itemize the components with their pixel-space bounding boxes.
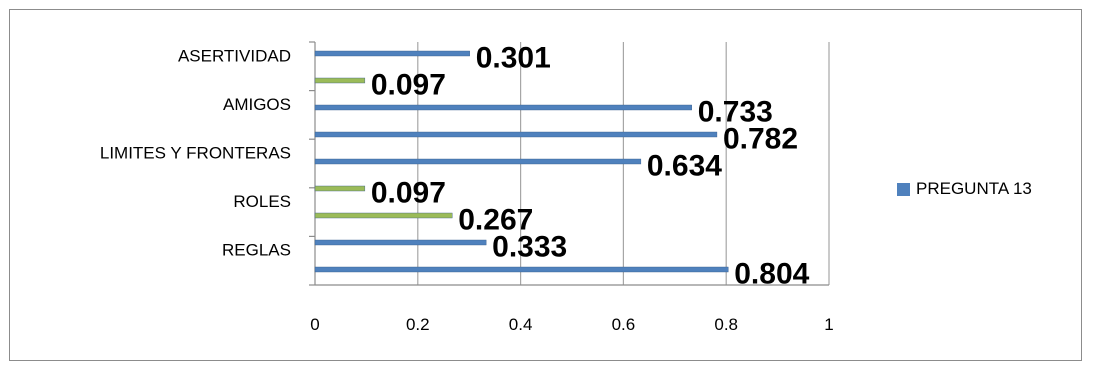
- bar: [314, 212, 453, 219]
- category-label: AMIGOS: [223, 95, 291, 114]
- bar: [314, 50, 470, 57]
- bar: [314, 104, 692, 111]
- category-label: ASERTIVIDAD: [178, 46, 291, 65]
- x-tick-label: 0: [310, 315, 319, 334]
- category-label: ROLES: [233, 192, 291, 211]
- x-tick-label: 0.2: [406, 315, 430, 334]
- data-label: 0.782: [723, 123, 798, 156]
- x-tick-label: 0.8: [714, 315, 738, 334]
- data-label: 0.733: [698, 96, 773, 129]
- category-label: REGLAS: [222, 241, 291, 260]
- legend-swatch: [897, 182, 910, 196]
- x-tick-label: 0.6: [612, 315, 636, 334]
- bar: [314, 239, 487, 246]
- category-labels: REGLAS ROLES LIMITES Y FRONTERAS AMIGOS ASER…: [100, 46, 291, 259]
- x-tick-label: 1: [824, 315, 833, 334]
- data-label: 0.634: [647, 150, 722, 183]
- bars: [314, 50, 729, 273]
- legend-label: PREGUNTA 13: [916, 179, 1032, 198]
- data-label: 0.097: [371, 177, 446, 210]
- data-label: 0.804: [734, 258, 809, 291]
- x-tick-labels: 0 0.2 0.4 0.6 0.8 1: [310, 315, 833, 334]
- bar: [314, 131, 718, 138]
- bar: [314, 185, 366, 192]
- data-label: 0.097: [371, 69, 446, 102]
- data-label: 0.267: [458, 204, 533, 237]
- x-tick-label: 0.4: [509, 315, 533, 334]
- bar: [314, 77, 366, 84]
- data-label: 0.333: [492, 231, 567, 264]
- legend: PREGUNTA 13: [897, 179, 1032, 199]
- data-label: 0.301: [476, 42, 551, 75]
- bar: [314, 158, 642, 165]
- category-label: LIMITES Y FRONTERAS: [100, 144, 291, 163]
- bar: [314, 266, 729, 273]
